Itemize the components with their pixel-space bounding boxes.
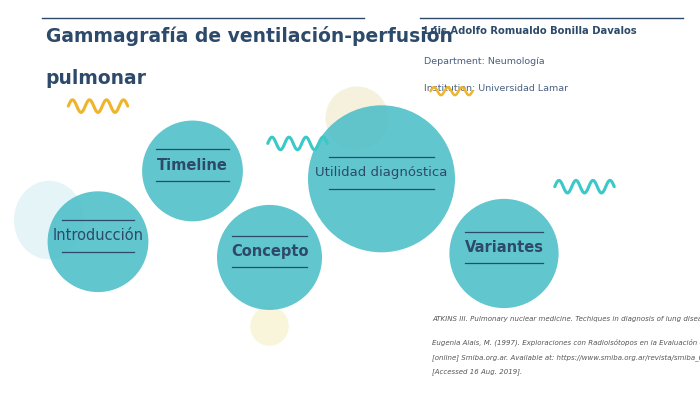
Ellipse shape — [142, 121, 243, 221]
Text: [online] Smiba.org.ar. Available at: https://www.smiba.org.ar/revista/smiba_02/e: [online] Smiba.org.ar. Available at: htt… — [432, 354, 700, 360]
Ellipse shape — [217, 205, 322, 310]
Ellipse shape — [14, 181, 84, 259]
Text: Gammagrafía de ventilación-perfusión: Gammagrafía de ventilación-perfusión — [46, 26, 452, 46]
Text: pulmonar: pulmonar — [46, 69, 146, 88]
Text: Variantes: Variantes — [465, 240, 543, 255]
Text: Utilidad diagnóstica: Utilidad diagnóstica — [315, 166, 448, 180]
Ellipse shape — [251, 307, 288, 346]
Text: Timeline: Timeline — [157, 158, 228, 173]
Ellipse shape — [449, 199, 559, 308]
Text: Luis Adolfo Romualdo Bonilla Davalos: Luis Adolfo Romualdo Bonilla Davalos — [424, 26, 636, 35]
Text: Concepto: Concepto — [231, 244, 308, 259]
Ellipse shape — [48, 191, 148, 292]
Text: Institution: Universidad Lamar: Institution: Universidad Lamar — [424, 84, 568, 94]
Text: Eugenia Alais, M. (1997). Exploraciones con Radioisótopos en la Evaluación de la: Eugenia Alais, M. (1997). Exploraciones … — [432, 339, 700, 346]
Text: ATKINS III. Pulmonary nuclear medicine. Techiques in diagnosis of lung disease. : ATKINS III. Pulmonary nuclear medicine. … — [432, 316, 700, 322]
Text: Department: Neumología: Department: Neumología — [424, 57, 544, 66]
Ellipse shape — [326, 86, 388, 149]
Text: [Accessed 16 Aug. 2019].: [Accessed 16 Aug. 2019]. — [432, 369, 522, 375]
Ellipse shape — [308, 105, 455, 252]
Text: Introducción: Introducción — [52, 228, 144, 243]
